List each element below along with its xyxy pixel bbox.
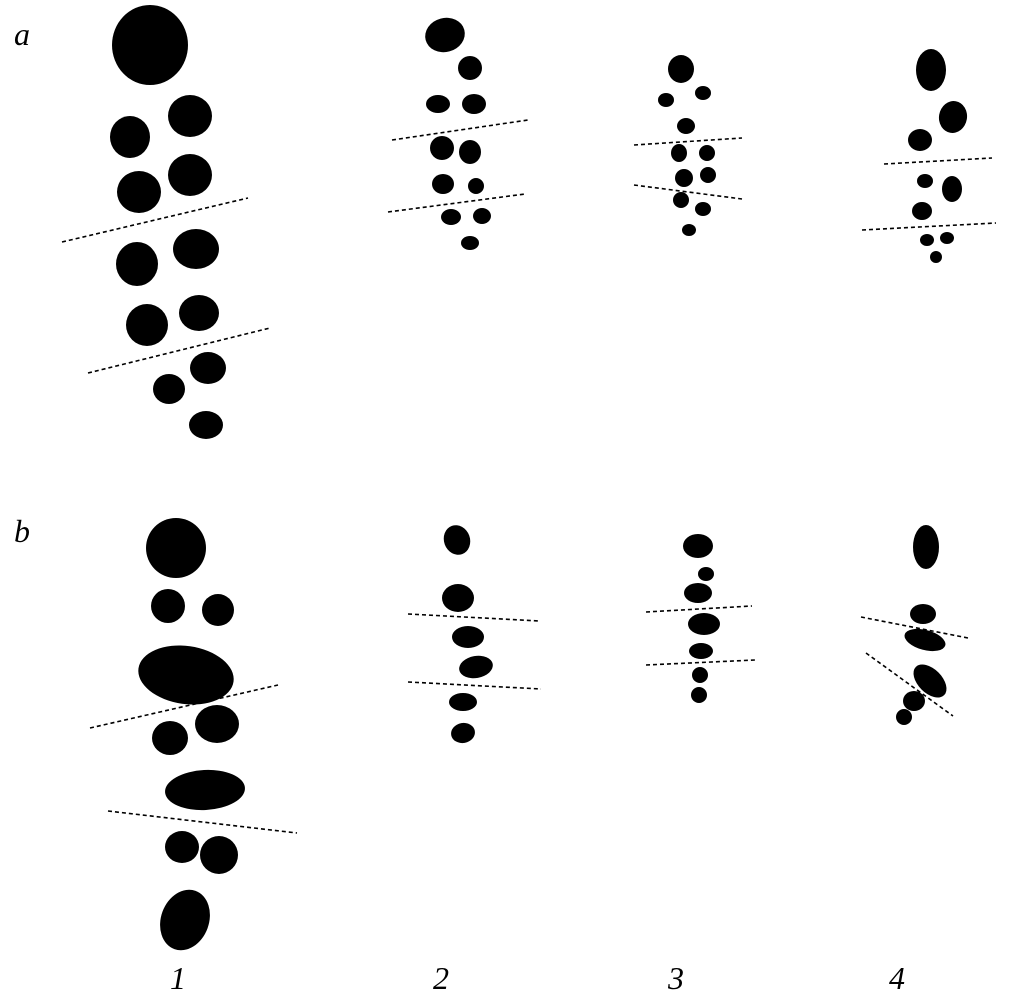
chromosome-blob <box>942 176 962 202</box>
chromosome-blob <box>168 154 212 196</box>
chromosome-blob <box>458 56 482 80</box>
chromosome-blob <box>920 234 934 246</box>
chromosome-blob <box>671 144 687 162</box>
chromosome-blob <box>173 229 219 269</box>
chromosome-blob <box>700 167 716 183</box>
chromosome-blob <box>202 594 234 626</box>
chromosome-blob <box>449 693 477 711</box>
chromosome-blob <box>165 831 199 863</box>
chromosome-blob <box>116 242 158 286</box>
chromosome-blob <box>677 118 695 134</box>
panel-label-b: b <box>14 513 30 549</box>
chromosome-blob <box>930 251 942 263</box>
chromosome-blob <box>189 411 223 439</box>
chromosome-blob <box>153 374 185 404</box>
chromosome-blob <box>916 49 946 91</box>
chromosome-blob <box>138 645 234 705</box>
chromosome-blob <box>689 643 713 659</box>
chromosome-blob <box>903 691 925 711</box>
chromosome-blob <box>425 17 465 53</box>
dashed-divider-line <box>645 659 756 666</box>
chromosome-blob <box>917 174 933 188</box>
chromosome-blob <box>668 55 694 83</box>
dashed-divider-line <box>387 193 526 213</box>
chromosome-blob <box>451 722 475 744</box>
chromosome-blob <box>126 304 168 346</box>
chromosome-blob <box>683 534 713 558</box>
chromosome-blob <box>160 889 210 951</box>
chromosome-blob <box>168 95 212 137</box>
column-label-3: 3 <box>668 960 684 996</box>
chromosome-blob <box>461 236 479 250</box>
dashed-divider-line <box>391 119 529 141</box>
chromosome-blob <box>913 525 939 569</box>
chromosome-blob <box>179 295 219 331</box>
chromosome-blob <box>459 140 481 164</box>
chromosome-blob <box>443 525 471 555</box>
dashed-divider-line <box>861 222 997 231</box>
chromosome-blob <box>430 136 454 160</box>
chromosome-blob <box>912 202 932 220</box>
column-label-1: 1 <box>170 960 186 996</box>
chromosome-blob <box>452 626 484 648</box>
chromosome-blob <box>658 93 674 107</box>
chromosome-blob <box>904 628 946 652</box>
chromosome-blob <box>195 705 239 743</box>
dashed-divider-line <box>865 652 954 717</box>
column-label-2: 2 <box>433 960 449 996</box>
chromosome-blob <box>200 836 238 874</box>
chromosome-blob <box>442 584 474 612</box>
chromosome-blob <box>695 86 711 100</box>
chromosome-blob <box>673 192 689 208</box>
chromosome-blob <box>441 209 461 225</box>
chromosome-blob <box>432 174 454 194</box>
chromosome-blob <box>682 224 696 236</box>
chromosome-blob <box>117 171 161 213</box>
dashed-divider-line <box>407 681 542 690</box>
chromosome-blob <box>688 613 720 635</box>
chromosome-blob <box>684 583 712 603</box>
chromosome-blob <box>165 769 245 811</box>
dashed-divider-line <box>633 137 743 146</box>
chromosome-blob <box>152 721 188 755</box>
dashed-divider-line <box>61 197 249 243</box>
chromosome-blob <box>908 129 932 151</box>
chromosome-blob <box>110 116 150 158</box>
dashed-divider-line <box>107 810 298 834</box>
chromosome-blob <box>146 518 206 578</box>
chromosome-blob <box>910 604 936 624</box>
panel-label-a: a <box>14 16 30 52</box>
chromosome-blob <box>459 655 493 679</box>
chromosome-blob <box>938 101 968 133</box>
dashed-divider-line <box>645 605 753 613</box>
chromosome-blob <box>691 687 707 703</box>
dashed-divider-line <box>883 157 993 165</box>
chromosome-blob <box>698 567 714 581</box>
chromosome-blob <box>151 589 185 623</box>
chromosome-blob <box>913 664 947 698</box>
chromosome-blob <box>468 178 484 194</box>
chromosome-blob <box>699 145 715 161</box>
dashed-divider-line <box>407 613 540 622</box>
chromosome-blob <box>896 709 912 725</box>
chromosome-blob <box>695 202 711 216</box>
chromosome-blob <box>473 208 491 224</box>
chromosome-blob <box>112 5 188 85</box>
chromosome-blob <box>426 95 450 113</box>
dashed-divider-line <box>87 327 271 374</box>
column-label-4: 4 <box>889 960 905 996</box>
chromosome-blob <box>940 232 954 244</box>
chromosome-blob <box>190 352 226 384</box>
chromosome-blob <box>462 94 486 114</box>
chromosome-blob <box>675 169 693 187</box>
chromosome-blob <box>692 667 708 683</box>
